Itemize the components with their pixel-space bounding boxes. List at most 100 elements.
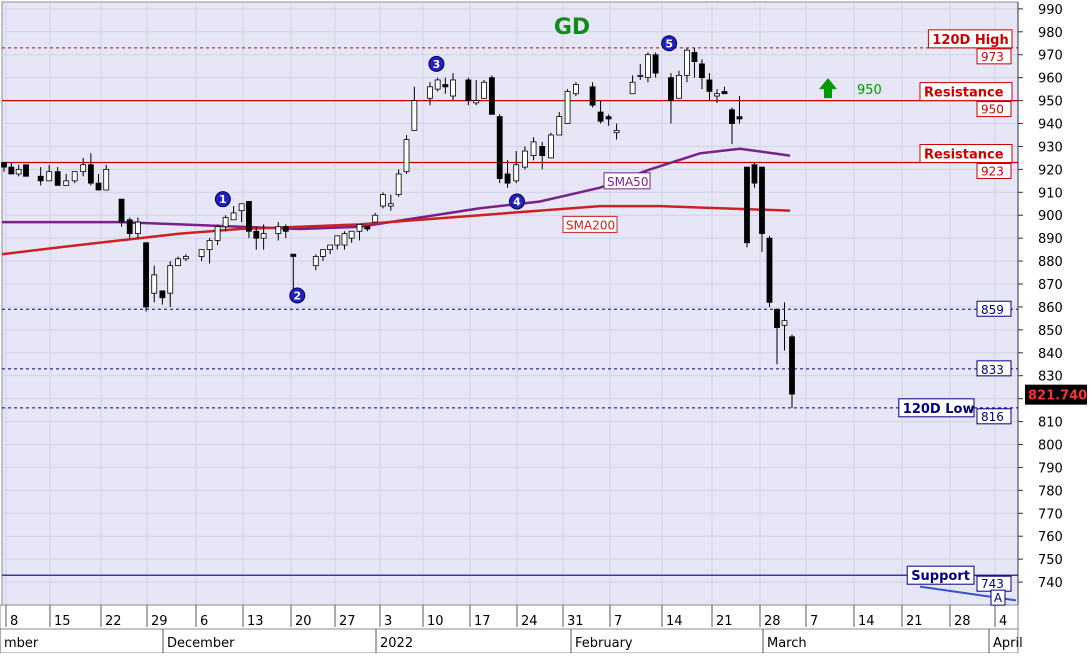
x-month-label: April bbox=[993, 636, 1023, 651]
candle-body bbox=[46, 171, 53, 182]
x-tick-label: 8 bbox=[10, 614, 18, 629]
x-tick-label: 28 bbox=[954, 614, 971, 629]
candle bbox=[63, 173, 70, 186]
wave-label: 2 bbox=[293, 289, 301, 302]
level-name-label: 120D Low bbox=[903, 402, 975, 417]
level-name-label: Resistance bbox=[924, 86, 1004, 101]
candle bbox=[334, 235, 341, 250]
candle-body bbox=[327, 244, 334, 251]
candle bbox=[198, 249, 205, 262]
y-tick-label: 800 bbox=[1038, 439, 1063, 454]
candle-body bbox=[556, 116, 563, 136]
wave-label: 3 bbox=[433, 58, 441, 71]
candle bbox=[387, 194, 394, 211]
candle-body bbox=[637, 74, 644, 77]
candle bbox=[159, 290, 166, 305]
candle bbox=[450, 73, 456, 101]
x-tick-label: 14 bbox=[858, 614, 875, 629]
candle-body bbox=[721, 91, 728, 95]
candle bbox=[684, 47, 690, 83]
candle-body bbox=[151, 274, 158, 294]
candle-body bbox=[564, 91, 571, 124]
x-tick-label: 3 bbox=[384, 614, 392, 629]
candle bbox=[80, 157, 87, 177]
candle-body bbox=[481, 81, 487, 99]
wave-marker bbox=[289, 287, 306, 304]
candle-body bbox=[312, 256, 319, 267]
candle bbox=[356, 223, 363, 241]
y-tick-label: 750 bbox=[1038, 553, 1063, 568]
candle bbox=[539, 141, 546, 170]
level-name-label: Support bbox=[911, 569, 970, 584]
candle-body bbox=[488, 77, 495, 115]
candle-body bbox=[434, 79, 441, 90]
candle bbox=[766, 235, 773, 307]
candle-body bbox=[403, 139, 410, 173]
candle-body bbox=[427, 86, 433, 99]
level-value-box bbox=[976, 48, 1012, 65]
plot-area bbox=[1, 1, 1019, 606]
x-tick-label: 24 bbox=[521, 614, 538, 629]
candle-body bbox=[238, 203, 245, 212]
candle bbox=[167, 261, 174, 307]
x-tick-label: 20 bbox=[295, 614, 312, 629]
apex-label: A bbox=[994, 591, 1003, 605]
candle bbox=[275, 222, 282, 241]
wave-marker bbox=[214, 191, 231, 208]
candle-body bbox=[744, 166, 750, 244]
candle-body bbox=[159, 290, 166, 299]
target-arrow-label: 950 bbox=[857, 83, 882, 98]
candle-body bbox=[513, 164, 520, 182]
level-value-label: 743 bbox=[981, 577, 1004, 591]
candle bbox=[23, 164, 29, 177]
candle-body bbox=[282, 226, 289, 232]
level-name-box bbox=[906, 565, 975, 585]
level-value-label: 859 bbox=[981, 303, 1004, 317]
candle-body bbox=[652, 54, 659, 74]
candle-body bbox=[118, 198, 125, 223]
candle bbox=[1, 162, 7, 172]
candle bbox=[151, 265, 158, 303]
x-tick-label: 21 bbox=[716, 614, 733, 629]
candle bbox=[253, 226, 260, 250]
x-tick-label: 4 bbox=[999, 614, 1007, 629]
candle bbox=[214, 224, 221, 246]
candle-body bbox=[442, 84, 449, 88]
candle-body bbox=[706, 79, 713, 92]
wave-label: 5 bbox=[665, 37, 673, 50]
level-name-label: Resistance bbox=[924, 147, 1004, 162]
x-month-label: mber bbox=[4, 636, 39, 651]
level-name-box bbox=[919, 82, 1013, 102]
candle bbox=[751, 162, 758, 188]
candle bbox=[691, 47, 698, 78]
candle-body bbox=[175, 258, 181, 267]
level-name-box bbox=[927, 29, 1013, 49]
candle-body bbox=[504, 173, 511, 184]
candle bbox=[46, 164, 53, 182]
level-value-label: 950 bbox=[981, 103, 1004, 117]
apex-box bbox=[990, 589, 1006, 606]
candle-body bbox=[699, 63, 705, 79]
candle bbox=[380, 192, 386, 209]
candle-body bbox=[37, 175, 44, 182]
candle bbox=[473, 79, 480, 106]
candle bbox=[341, 231, 348, 250]
candle-body bbox=[411, 100, 418, 131]
candle-body bbox=[645, 54, 651, 79]
candle bbox=[629, 75, 636, 95]
candle bbox=[496, 114, 503, 184]
candle-body bbox=[781, 320, 788, 326]
candle bbox=[699, 59, 705, 90]
candle-body bbox=[465, 79, 472, 101]
level-name-box bbox=[898, 398, 975, 418]
candle bbox=[183, 254, 189, 262]
x-month-label: March bbox=[767, 636, 807, 651]
candle bbox=[706, 73, 713, 101]
candle-body bbox=[372, 214, 379, 223]
y-tick-label: 740 bbox=[1038, 576, 1063, 591]
candle bbox=[320, 249, 326, 262]
y-tick-label: 780 bbox=[1038, 484, 1063, 499]
candle bbox=[597, 100, 604, 124]
